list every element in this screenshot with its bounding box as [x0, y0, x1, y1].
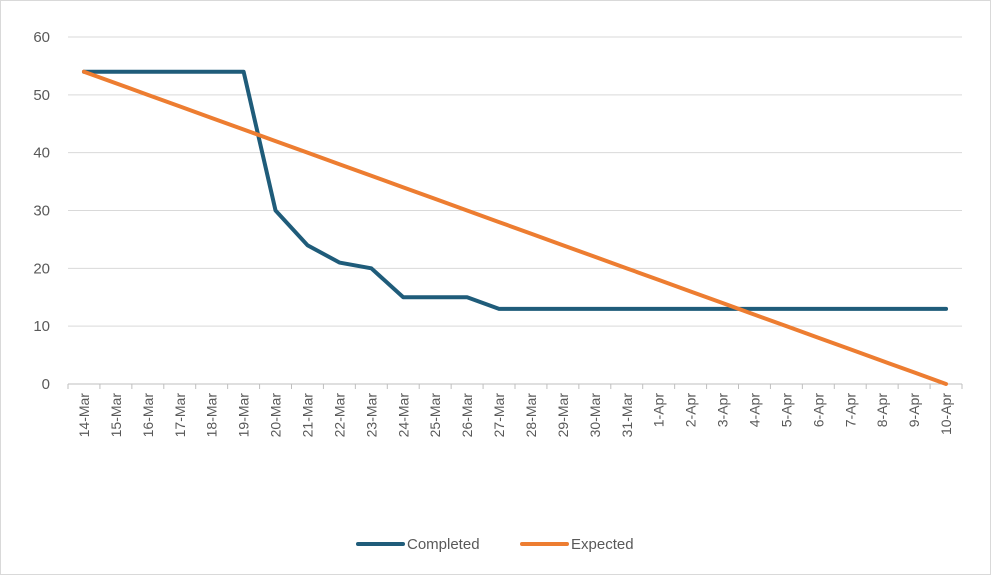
x-tick-label: 24-Mar [395, 393, 411, 438]
x-tick-label: 7-Apr [842, 393, 858, 428]
x-tick-label: 16-Mar [140, 393, 156, 438]
x-tick-label: 6-Apr [810, 393, 826, 428]
x-tick-label: 2-Apr [683, 393, 699, 428]
x-tick-label: 23-Mar [363, 393, 379, 438]
x-tick-label: 26-Mar [459, 393, 475, 438]
x-tick-label: 5-Apr [778, 393, 794, 428]
series-line-expected [81, 69, 949, 386]
y-tick-label: 0 [42, 376, 50, 393]
x-tick-label: 3-Apr [715, 393, 731, 428]
y-tick-label: 10 [33, 318, 50, 335]
x-tick-label: 20-Mar [268, 393, 284, 438]
axes: 0 10 20 30 40 50 60 14-Mar 15-Mar 16-Mar 17-Mar 18-… [33, 29, 963, 438]
x-tick-label: 18-Mar [204, 393, 220, 438]
legend-label-completed: Completed [407, 536, 480, 553]
x-tick-label: 9-Apr [906, 393, 922, 428]
x-tick-label: 17-Mar [172, 393, 188, 438]
series-line-completed [81, 69, 949, 311]
x-tick-label: 8-Apr [874, 393, 890, 428]
legend: Completed Expected [356, 536, 634, 553]
y-tick-label: 60 [33, 29, 50, 46]
x-tick-label: 31-Mar [619, 393, 635, 438]
x-tick-label: 19-Mar [236, 393, 252, 438]
y-tick-label: 40 [33, 145, 50, 162]
x-tick-label: 21-Mar [299, 393, 315, 438]
x-tick-label: 25-Mar [427, 393, 443, 438]
x-tick-label: 1-Apr [651, 393, 667, 428]
x-tick-label: 14-Mar [76, 393, 92, 438]
x-tick-label: 27-Mar [491, 393, 507, 438]
x-tick-label: 28-Mar [523, 393, 539, 438]
series-lines [81, 69, 949, 386]
x-tick-label: 29-Mar [555, 393, 571, 438]
y-tick-label: 20 [33, 260, 50, 277]
legend-label-expected: Expected [571, 536, 634, 553]
x-tick-label: 10-Apr [938, 393, 954, 435]
gridlines [68, 36, 962, 327]
x-tick-label: 30-Mar [587, 393, 603, 438]
x-tick-label: 4-Apr [746, 393, 762, 428]
x-tick-label: 15-Mar [108, 393, 124, 438]
y-tick-label: 50 [33, 87, 50, 104]
x-tick-label: 22-Mar [331, 393, 347, 438]
y-tick-label: 30 [33, 203, 50, 220]
